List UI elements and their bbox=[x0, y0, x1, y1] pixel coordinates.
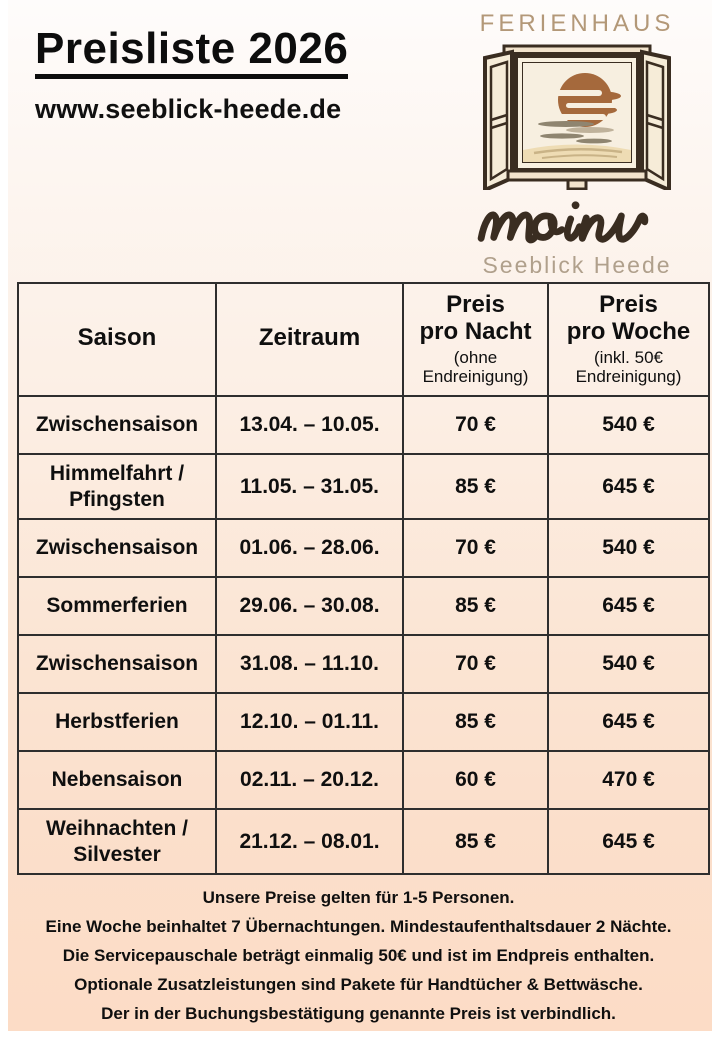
cell-preis-nacht: 60 € bbox=[402, 750, 549, 811]
note-line: Der in der Buchungsbestätigung genannte … bbox=[101, 1004, 616, 1023]
col-header-label: Preis bbox=[599, 291, 658, 319]
col-header-label: Zeitraum bbox=[258, 324, 361, 352]
table-row: Zwischensaison 13.04. – 10.05. 70 € 540 … bbox=[17, 395, 710, 455]
table-row: Herbstferien 12.10. – 01.11. 85 € 645 € bbox=[17, 692, 710, 753]
header-title-block: Preisliste 2026 www.seeblick-heede.de bbox=[35, 25, 349, 125]
table-row: Sommerferien 29.06. – 30.08. 85 € 645 € bbox=[17, 576, 710, 637]
price-table: Saison Zeitraum Preis pro Nacht (ohne En… bbox=[17, 282, 710, 876]
cell-saison: Zwischensaison bbox=[17, 634, 217, 695]
cell-preis-woche: 645 € bbox=[547, 576, 710, 637]
col-header-preis-nacht: Preis pro Nacht (ohne Endreinigung) bbox=[402, 282, 549, 397]
cell-zeitraum: 29.06. – 30.08. bbox=[215, 576, 404, 637]
cell-preis-woche: 645 € bbox=[547, 808, 710, 876]
header-row: Saison Zeitraum Preis pro Nacht (ohne En… bbox=[17, 282, 710, 397]
cell-saison: Herbstferien bbox=[17, 692, 217, 753]
note-line: Eine Woche beinhaltet 7 Übernachtungen. … bbox=[45, 917, 672, 936]
cell-preis-woche: 540 € bbox=[547, 518, 710, 579]
logo-subtitle: Seeblick Heede bbox=[482, 252, 672, 278]
col-header-zeitraum: Zeitraum bbox=[215, 282, 404, 397]
cell-preis-woche: 540 € bbox=[547, 395, 710, 455]
col-header-saison: Saison bbox=[17, 282, 217, 397]
table-row: Weihnachten / Silvester 21.12. – 08.01. … bbox=[17, 808, 710, 876]
cell-zeitraum: 21.12. – 08.01. bbox=[215, 808, 404, 876]
col-header-label: Preis bbox=[446, 291, 505, 319]
table-row: Zwischensaison 01.06. – 28.06. 70 € 540 … bbox=[17, 518, 710, 579]
cell-preis-woche: 645 € bbox=[547, 692, 710, 753]
ferienhaus-logo: FERIENHAUS bbox=[437, 10, 717, 279]
cell-zeitraum: 13.04. – 10.05. bbox=[215, 395, 404, 455]
cell-zeitraum: 01.06. – 28.06. bbox=[215, 518, 404, 579]
col-header-preis-woche: Preis pro Woche (inkl. 50€ Endreinigung) bbox=[547, 282, 710, 397]
col-header-note: (ohne Endreinigung) bbox=[422, 347, 529, 387]
cell-saison: Zwischensaison bbox=[17, 518, 217, 579]
cell-preis-woche: 470 € bbox=[547, 750, 710, 811]
cell-saison: Zwischensaison bbox=[17, 395, 217, 455]
cell-preis-nacht: 70 € bbox=[402, 395, 549, 455]
table-row: Zwischensaison 31.08. – 11.10. 70 € 540 … bbox=[17, 634, 710, 695]
open-window-sunset-icon bbox=[483, 44, 671, 190]
cell-preis-nacht: 85 € bbox=[402, 576, 549, 637]
table-row: Nebensaison 02.11. – 20.12. 60 € 470 € bbox=[17, 750, 710, 811]
cell-preis-nacht: 85 € bbox=[402, 452, 549, 521]
cell-zeitraum: 12.10. – 01.11. bbox=[215, 692, 404, 753]
cell-saison: Sommerferien bbox=[17, 576, 217, 637]
cell-preis-woche: 645 € bbox=[547, 452, 710, 521]
logo-brand-text: FERIENHAUS bbox=[479, 10, 675, 37]
note-line: Unsere Preise gelten für 1-5 Personen. bbox=[202, 888, 515, 907]
cell-preis-nacht: 70 € bbox=[402, 518, 549, 579]
cell-zeitraum: 02.11. – 20.12. bbox=[215, 750, 404, 811]
website-url[interactable]: www.seeblick-heede.de bbox=[35, 94, 342, 125]
cell-preis-woche: 540 € bbox=[547, 634, 710, 695]
cell-preis-nacht: 70 € bbox=[402, 634, 549, 695]
cell-saison: Weihnachten / Silvester bbox=[17, 808, 217, 876]
price-table-header: Saison Zeitraum Preis pro Nacht (ohne En… bbox=[17, 282, 710, 397]
cell-zeitraum: 11.05. – 31.05. bbox=[215, 452, 404, 521]
col-header-label: Saison bbox=[77, 324, 157, 352]
footer-notes: Unsere Preise gelten für 1-5 Personen. E… bbox=[0, 883, 717, 1028]
cell-zeitraum: 31.08. – 11.10. bbox=[215, 634, 404, 695]
price-table-body: Zwischensaison 13.04. – 10.05. 70 € 540 … bbox=[17, 395, 710, 876]
table-row: Himmelfahrt / Pfingsten 11.05. – 31.05. … bbox=[17, 452, 710, 521]
cell-saison: Himmelfahrt / Pfingsten bbox=[17, 452, 217, 521]
note-line: Optionale Zusatzleistungen sind Pakete f… bbox=[74, 975, 643, 994]
cell-saison: Nebensaison bbox=[17, 750, 217, 811]
cell-preis-nacht: 85 € bbox=[402, 692, 549, 753]
page-title: Preisliste 2026 bbox=[35, 25, 349, 80]
col-header-note: (inkl. 50€ Endreinigung) bbox=[575, 347, 682, 387]
note-line: Die Servicepauschale beträgt einmalig 50… bbox=[62, 946, 655, 965]
cell-preis-nacht: 85 € bbox=[402, 808, 549, 876]
moin-script-logo bbox=[477, 201, 648, 244]
